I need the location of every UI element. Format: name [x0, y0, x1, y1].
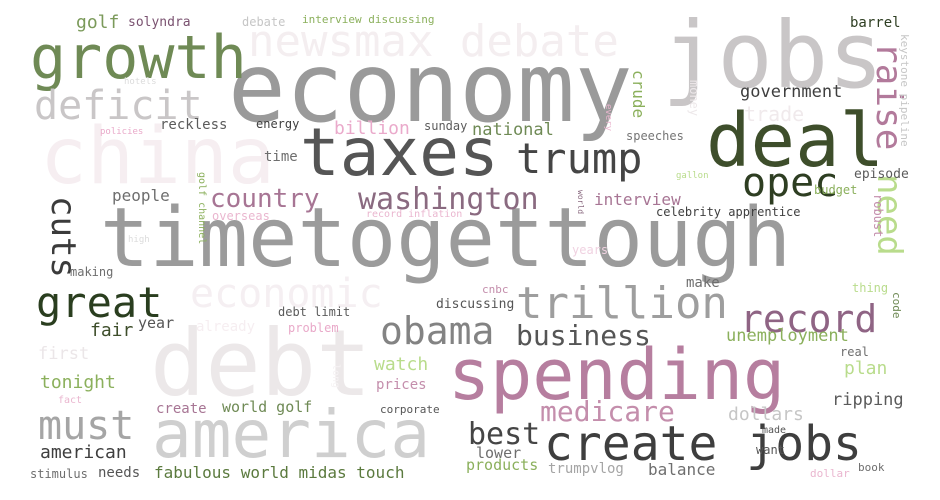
word-america: america: [152, 396, 431, 473]
word-watch: watch: [374, 354, 429, 375]
word-create: create: [156, 401, 207, 417]
word-jobs: jobs: [662, 2, 884, 109]
word-barrel: barrel: [850, 15, 901, 31]
word-celebrity-apprentice: celebrity apprentice: [656, 205, 801, 219]
word-gallon: gallon: [676, 171, 709, 181]
word-making: making: [70, 265, 114, 279]
word-fabulous-world-midas-touch: fabulous world midas touch: [154, 463, 405, 482]
word-record-inflation: record inflation: [366, 209, 463, 220]
word-national: national: [472, 120, 554, 140]
word-products: products: [466, 456, 539, 474]
word-long: long: [330, 364, 341, 389]
word-trump: trump: [516, 134, 643, 183]
word-budget: budget: [814, 183, 858, 197]
word-tonight: tonight: [40, 372, 116, 393]
word-hotels: hotels: [124, 77, 157, 87]
word-people: people: [112, 186, 170, 205]
word-code: code: [890, 292, 903, 319]
word-deal: deal: [706, 98, 885, 184]
word-billion: billion: [334, 118, 410, 139]
word-trumpvlog: trumpvlog: [548, 461, 624, 477]
word-policies: policies: [100, 127, 144, 137]
word-thing: thing: [852, 281, 889, 295]
word-stimulus: stimulus: [30, 467, 88, 481]
word-made: made: [762, 425, 787, 436]
word-fact: fact: [58, 395, 83, 406]
word-government: government: [740, 82, 843, 102]
word-world-golf: world golf: [222, 398, 313, 416]
word-energy: energy: [256, 117, 300, 131]
word-must: must: [38, 403, 135, 449]
word-economy: economy: [228, 32, 633, 144]
word-growth: growth: [30, 23, 247, 93]
word-corporate: corporate: [380, 403, 440, 416]
word-lower: lower: [476, 444, 522, 462]
word-want: want: [756, 443, 785, 457]
word-american: american: [40, 442, 127, 463]
word-dollars: dollars: [728, 404, 804, 425]
word-make: make: [686, 275, 720, 291]
word-problem: problem: [288, 321, 339, 335]
word-record: record: [740, 297, 878, 341]
word-real: real: [840, 345, 869, 359]
word-golf: golf: [76, 12, 120, 33]
word-book: book: [858, 461, 885, 474]
word-dollar: dollar: [810, 467, 850, 480]
word-unemployment: unemployment: [726, 326, 849, 346]
word-keystone-pipeline: keystone pipeline: [898, 34, 911, 147]
word-opec: opec: [742, 160, 839, 206]
word-reckless: reckless: [160, 117, 228, 133]
word-episode: episode: [854, 167, 909, 182]
word-deficit: deficit: [34, 83, 203, 129]
word-world: world: [576, 190, 585, 215]
word-china: china: [40, 112, 275, 202]
word-interview-discussing: interview discussing: [302, 13, 435, 26]
word-discussing: discussing: [436, 297, 515, 312]
word-crude: crude: [629, 70, 648, 119]
word-time: time: [264, 149, 298, 165]
word-money: money: [687, 80, 701, 117]
word-golf-channel: golf channel: [196, 172, 207, 245]
word-business: business: [516, 319, 651, 352]
word-overseas: overseas: [212, 209, 270, 223]
word-interview: interview: [594, 190, 681, 209]
word-spending: spending: [448, 334, 786, 416]
word-every: every: [603, 104, 613, 132]
word-trade: trade: [744, 102, 805, 126]
word-trillion: trillion: [516, 278, 728, 329]
word-economic: economic: [190, 271, 383, 317]
word-speeches: speeches: [626, 129, 684, 143]
word-needs: needs: [98, 465, 141, 481]
word-first: first: [38, 344, 90, 364]
word-debt: debt: [150, 310, 372, 417]
word-plan: plan: [844, 358, 888, 379]
word-create-jobs: create jobs: [544, 416, 862, 472]
word-prices: prices: [376, 377, 427, 393]
word-newsmax-debate: newsmax debate: [248, 16, 619, 67]
word-year: year: [138, 314, 175, 332]
word-robust: robust: [871, 194, 885, 238]
word-debt-limit: debt limit: [278, 305, 351, 319]
word-timetogettough: timetogettough: [100, 191, 792, 286]
word-washington: washington: [358, 182, 539, 217]
word-years: years: [572, 243, 609, 257]
word-best: best: [468, 417, 541, 452]
word-taxes: taxes: [300, 114, 499, 191]
word-fair: fair: [90, 320, 134, 341]
word-sunday: sunday: [424, 119, 468, 133]
word-great: great: [36, 278, 163, 327]
word-balance: balance: [648, 460, 716, 479]
word-cnbc: cnbc: [482, 283, 509, 296]
word-medicare: medicare: [540, 395, 675, 428]
word-high: high: [128, 235, 150, 245]
word-solyndra: solyndra: [128, 15, 191, 30]
word-obama: obama: [380, 309, 495, 353]
word-ripping: ripping: [832, 390, 904, 410]
word-debate: debate: [242, 15, 286, 29]
word-country: country: [210, 184, 320, 214]
word-already: already: [196, 319, 256, 335]
